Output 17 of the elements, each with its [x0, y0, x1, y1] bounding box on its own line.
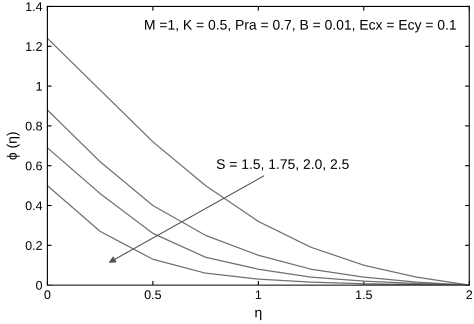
y-tick-label: 1.2 — [26, 42, 42, 51]
y-axis-title: ϕ (η) — [6, 132, 20, 160]
x-tick-label: 1.5 — [356, 290, 372, 300]
y-tick-label: 0 — [36, 280, 42, 290]
annotation: S = 1.5, 1.75, 2.0, 2.5 — [216, 159, 349, 171]
x-axis-title: η — [255, 310, 262, 320]
y-tick-label: 0.8 — [26, 122, 42, 131]
y-tick-label: 0.2 — [26, 241, 42, 250]
x-tick-label: 2 — [466, 290, 472, 300]
x-tick-label: 0 — [44, 290, 50, 300]
annotation: M =1, K = 0.5, Pra = 0.7, B = 0.01, Ecx = Ecy = 0.1 — [145, 20, 456, 32]
y-tick-label: 0.4 — [26, 201, 42, 210]
y-tick-label: 0.6 — [26, 162, 42, 170]
x-tick-label: 0.5 — [144, 290, 162, 300]
x-tick-label: 1 — [256, 290, 262, 300]
y-tick-label: 1 — [36, 82, 42, 91]
y-tick-label: 1.4 — [26, 2, 42, 12]
